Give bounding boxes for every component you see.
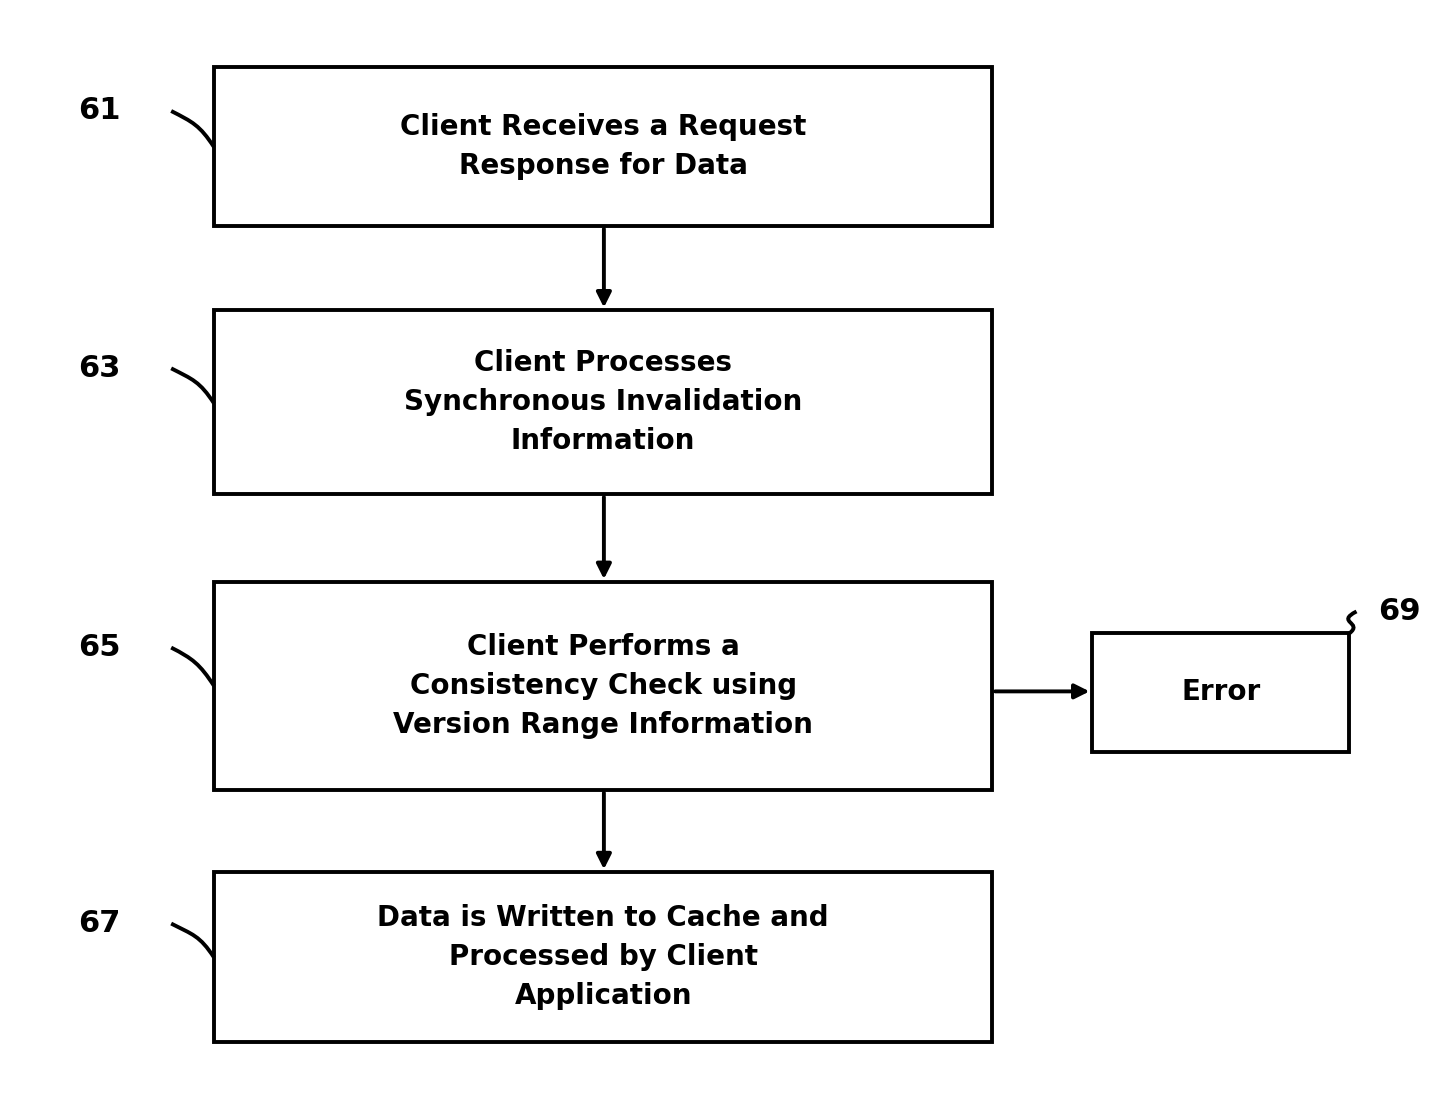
Text: Client Processes
Synchronous Invalidation
Information: Client Processes Synchronous Invalidatio… xyxy=(404,349,802,456)
Bar xyxy=(213,872,992,1041)
Text: Error: Error xyxy=(1181,679,1260,706)
Bar xyxy=(213,582,992,790)
Bar xyxy=(213,68,992,226)
Text: 69: 69 xyxy=(1379,597,1420,625)
Text: 63: 63 xyxy=(78,354,121,383)
Text: Data is Written to Cache and
Processed by Client
Application: Data is Written to Cache and Processed b… xyxy=(378,904,829,1010)
Bar xyxy=(213,311,992,495)
Bar xyxy=(1092,633,1350,752)
Text: 67: 67 xyxy=(78,909,121,938)
Text: 65: 65 xyxy=(78,633,121,662)
Text: Client Receives a Request
Response for Data: Client Receives a Request Response for D… xyxy=(399,113,806,180)
Text: Client Performs a
Consistency Check using
Version Range Information: Client Performs a Consistency Check usin… xyxy=(394,633,813,739)
Text: 61: 61 xyxy=(78,96,121,125)
